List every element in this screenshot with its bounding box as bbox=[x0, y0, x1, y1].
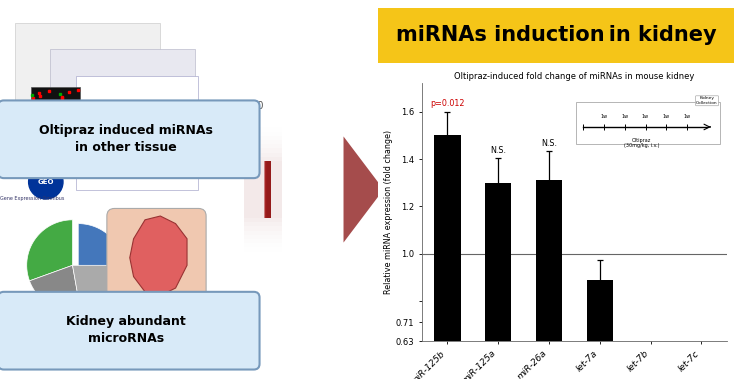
FancyBboxPatch shape bbox=[374, 65, 734, 371]
Text: Oltipraz induced miRNAs
in other tissue: Oltipraz induced miRNAs in other tissue bbox=[39, 124, 213, 155]
FancyBboxPatch shape bbox=[267, 161, 271, 218]
Bar bbox=[435, 135, 461, 379]
FancyBboxPatch shape bbox=[265, 161, 269, 218]
Polygon shape bbox=[26, 220, 73, 281]
FancyBboxPatch shape bbox=[576, 102, 720, 144]
Text: GEO: GEO bbox=[37, 179, 54, 185]
FancyBboxPatch shape bbox=[264, 161, 268, 218]
FancyBboxPatch shape bbox=[31, 87, 80, 171]
Text: N.S.: N.S. bbox=[490, 147, 506, 155]
FancyBboxPatch shape bbox=[15, 23, 160, 144]
Polygon shape bbox=[79, 224, 124, 269]
Text: GSE19540: GSE19540 bbox=[214, 101, 264, 111]
FancyBboxPatch shape bbox=[266, 161, 271, 218]
FancyBboxPatch shape bbox=[266, 161, 269, 218]
Text: 1w: 1w bbox=[684, 114, 691, 119]
Polygon shape bbox=[344, 136, 384, 243]
Circle shape bbox=[29, 165, 63, 199]
FancyBboxPatch shape bbox=[107, 208, 206, 318]
Bar bbox=[536, 180, 562, 379]
Bar bbox=[485, 183, 512, 379]
Text: 1w: 1w bbox=[600, 114, 607, 119]
Bar bbox=[586, 280, 613, 379]
FancyBboxPatch shape bbox=[265, 161, 269, 218]
FancyBboxPatch shape bbox=[264, 161, 268, 218]
Text: Kidney abundant
microRNAs: Kidney abundant microRNAs bbox=[66, 315, 186, 346]
FancyBboxPatch shape bbox=[265, 161, 269, 218]
Text: N.S.: N.S. bbox=[541, 139, 557, 149]
FancyBboxPatch shape bbox=[267, 161, 272, 218]
Text: 1w: 1w bbox=[663, 114, 670, 119]
FancyBboxPatch shape bbox=[264, 161, 269, 218]
FancyBboxPatch shape bbox=[266, 161, 269, 218]
FancyBboxPatch shape bbox=[76, 76, 198, 190]
Text: p=0.012: p=0.012 bbox=[430, 99, 465, 108]
FancyBboxPatch shape bbox=[265, 161, 269, 218]
FancyBboxPatch shape bbox=[264, 161, 268, 218]
Polygon shape bbox=[73, 265, 118, 310]
FancyBboxPatch shape bbox=[266, 161, 270, 218]
FancyBboxPatch shape bbox=[0, 292, 260, 370]
FancyBboxPatch shape bbox=[371, 6, 734, 64]
Text: Oltipraz
(30mg/kg, i.v.): Oltipraz (30mg/kg, i.v.) bbox=[624, 138, 659, 148]
Text: 1w: 1w bbox=[621, 114, 628, 119]
FancyBboxPatch shape bbox=[266, 161, 270, 218]
Text: miRNAs induction in kidney: miRNAs induction in kidney bbox=[396, 25, 716, 45]
Y-axis label: Relative miRNA expression (fold change): Relative miRNA expression (fold change) bbox=[384, 130, 393, 294]
FancyBboxPatch shape bbox=[267, 161, 271, 218]
Text: miRNA: miRNA bbox=[99, 299, 128, 308]
Text: N.S.: N.S. bbox=[592, 302, 608, 312]
Title: Oltipraz-induced fold change of miRNAs in mouse kidney: Oltipraz-induced fold change of miRNAs i… bbox=[454, 72, 694, 81]
FancyBboxPatch shape bbox=[266, 161, 270, 218]
Text: 1w: 1w bbox=[642, 114, 649, 119]
Polygon shape bbox=[29, 265, 81, 311]
Polygon shape bbox=[130, 216, 187, 296]
FancyBboxPatch shape bbox=[266, 161, 271, 218]
Text: Gene Expression Omnibus: Gene Expression Omnibus bbox=[0, 196, 65, 202]
FancyBboxPatch shape bbox=[0, 100, 260, 178]
Text: Kidney
Collection: Kidney Collection bbox=[697, 97, 718, 105]
FancyBboxPatch shape bbox=[50, 49, 195, 171]
